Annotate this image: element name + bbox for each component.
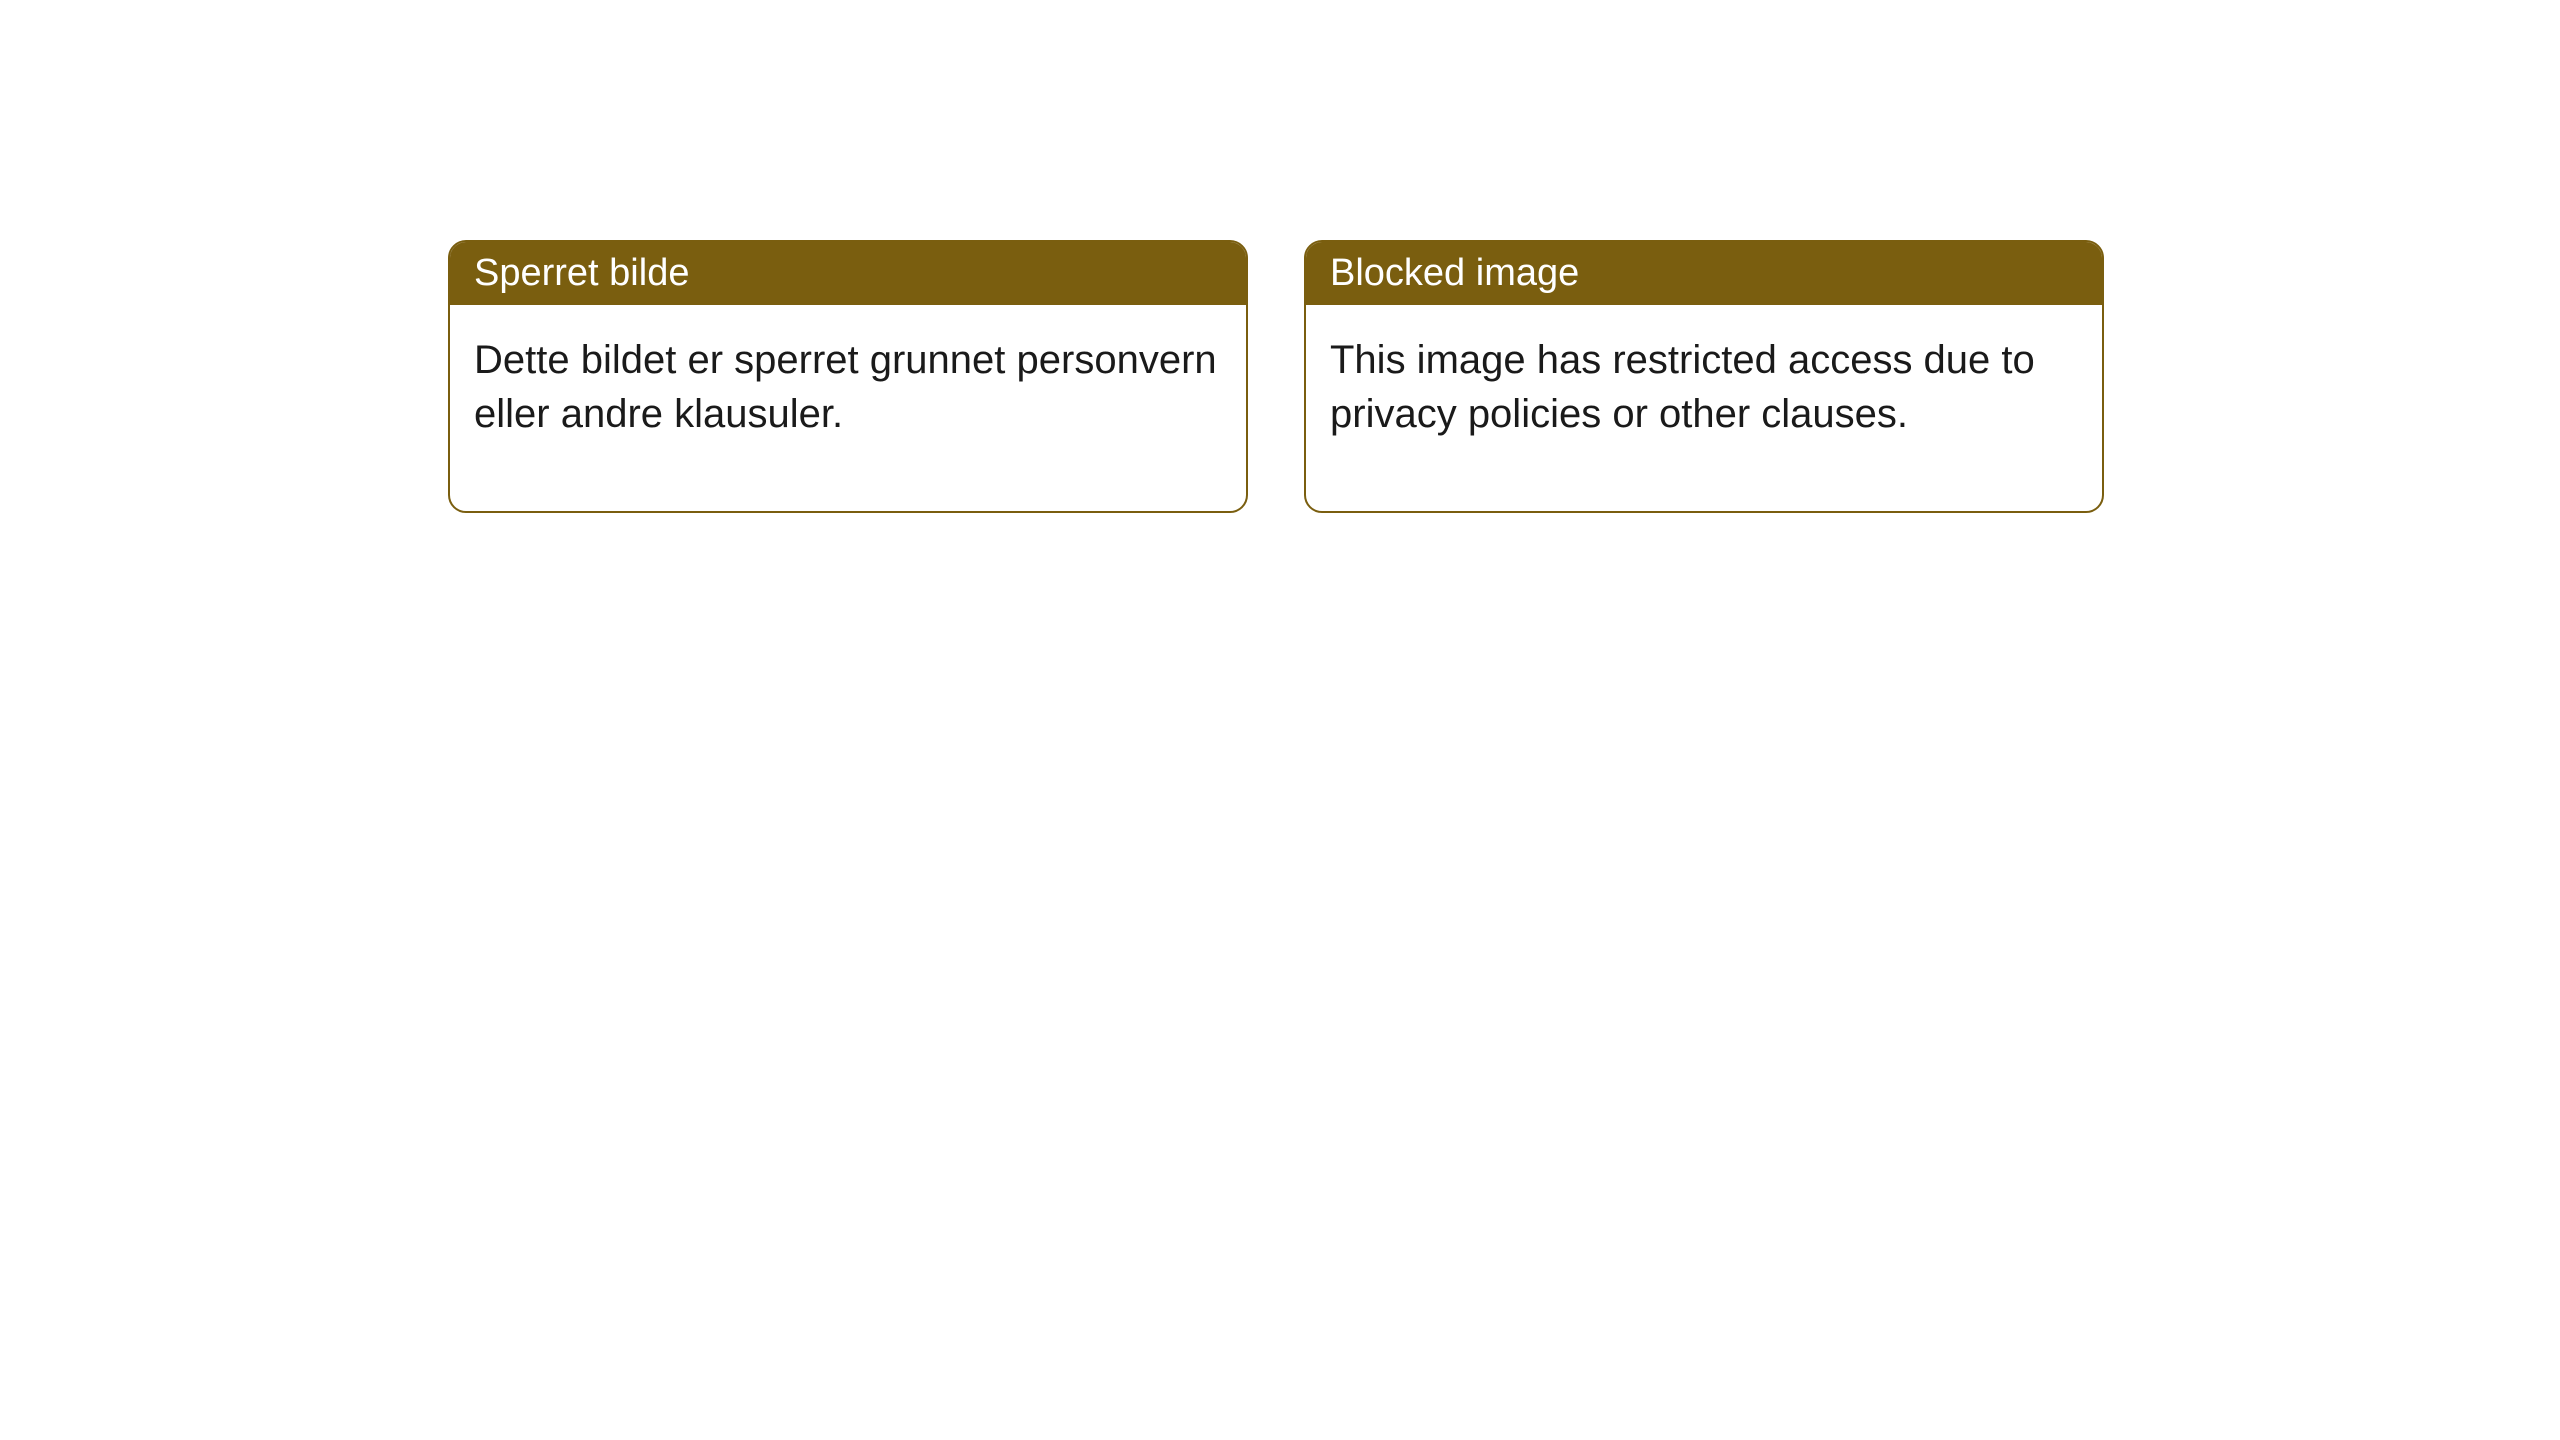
notice-body: This image has restricted access due to … — [1306, 305, 2102, 511]
notice-body: Dette bildet er sperret grunnet personve… — [450, 305, 1246, 511]
notice-header: Sperret bilde — [450, 242, 1246, 305]
notice-container: Sperret bilde Dette bildet er sperret gr… — [448, 240, 2104, 513]
notice-header: Blocked image — [1306, 242, 2102, 305]
notice-box-english: Blocked image This image has restricted … — [1304, 240, 2104, 513]
notice-box-norwegian: Sperret bilde Dette bildet er sperret gr… — [448, 240, 1248, 513]
